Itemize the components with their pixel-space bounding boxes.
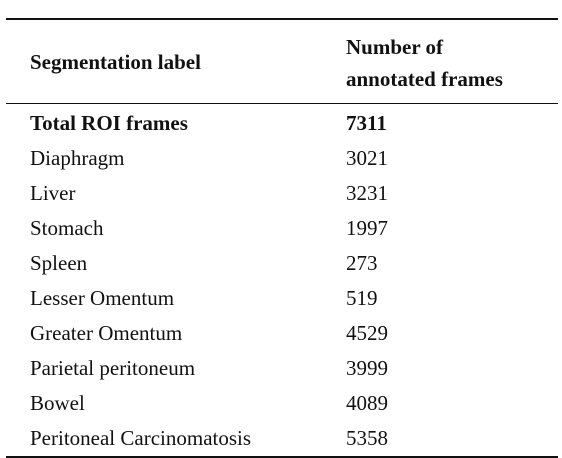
annotation-table: Segmentation label Number of annotated f… xyxy=(6,18,558,458)
table-row: Total ROI frames 7311 xyxy=(6,104,558,142)
row-value: 7311 xyxy=(346,111,387,135)
row-label: Liver xyxy=(30,181,76,205)
table-row: Lesser Omentum 519 xyxy=(6,281,558,316)
row-label: Total ROI frames xyxy=(30,111,188,135)
row-value: 1997 xyxy=(346,216,388,240)
header-annotated-frames-line2: annotated frames xyxy=(346,67,503,91)
row-value: 5358 xyxy=(346,426,388,450)
row-value: 519 xyxy=(346,286,378,310)
table-row: Peritoneal Carcinomatosis 5358 xyxy=(6,421,558,457)
row-label: Lesser Omentum xyxy=(30,286,175,310)
table-row: Spleen 273 xyxy=(6,246,558,281)
annotation-table-container: Segmentation label Number of annotated f… xyxy=(6,18,558,458)
table-row: Liver 3231 xyxy=(6,176,558,211)
row-value: 3999 xyxy=(346,356,388,380)
row-value: 3021 xyxy=(346,146,388,170)
row-label: Greater Omentum xyxy=(30,321,183,345)
table-row: Diaphragm 3021 xyxy=(6,141,558,176)
header-segmentation-label: Segmentation label xyxy=(30,49,201,74)
row-label: Stomach xyxy=(30,216,104,240)
row-value: 4529 xyxy=(346,321,388,345)
table-header: Segmentation label Number of annotated f… xyxy=(6,19,558,104)
row-label: Spleen xyxy=(30,251,88,275)
table-row: Parietal peritoneum 3999 xyxy=(6,351,558,386)
table-row: Stomach 1997 xyxy=(6,211,558,246)
row-label: Parietal peritoneum xyxy=(30,356,196,380)
header-annotated-frames-line1: Number of xyxy=(346,35,444,59)
row-value: 3231 xyxy=(346,181,388,205)
row-value: 4089 xyxy=(346,391,388,415)
table-row: Bowel 4089 xyxy=(6,386,558,421)
header-row: Segmentation label Number of annotated f… xyxy=(6,19,558,104)
header-annotated-frames: Number of annotated frames xyxy=(324,19,558,104)
row-label: Diaphragm xyxy=(30,146,125,170)
table-body: Total ROI frames 7311 Diaphragm 3021 Liv… xyxy=(6,104,558,457)
row-label: Peritoneal Carcinomatosis xyxy=(30,426,252,450)
row-value: 273 xyxy=(346,251,378,275)
row-label: Bowel xyxy=(30,391,85,415)
table-row: Greater Omentum 4529 xyxy=(6,316,558,351)
